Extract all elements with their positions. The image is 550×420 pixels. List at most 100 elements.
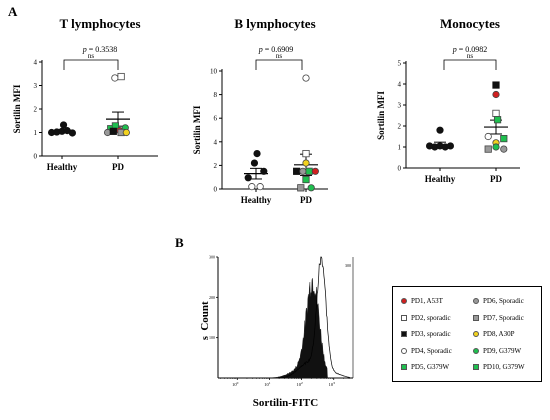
data-point-circle [299, 167, 307, 175]
p-symbol: p [452, 45, 459, 54]
histogram-filled [218, 278, 353, 379]
legend-swatch-circle [401, 298, 407, 304]
data-point-square [117, 72, 125, 81]
data-point-square [492, 109, 500, 117]
data-point-circle [484, 132, 492, 141]
legend-label: PD9, G379W [483, 346, 522, 355]
x-category-label: PD [112, 162, 124, 172]
data-point-square [500, 134, 508, 143]
y-axis-label: Sortilin MFI [12, 84, 22, 133]
significance-label: ns [88, 52, 95, 60]
y-tick-label: 2 [34, 106, 38, 114]
legend-label: PD3, sporadic [411, 330, 451, 338]
data-point-square [493, 116, 502, 124]
x-axis-label: Sortilin-FITC [253, 397, 318, 409]
y-tick-label: 4 [398, 81, 402, 89]
data-point-circle [260, 167, 268, 175]
x-tick-label: 102 [296, 381, 303, 387]
legend-label: PD1, A53T [411, 297, 443, 305]
x-tick-exponent: 1 [269, 381, 271, 385]
y-axis-label: Count [199, 301, 211, 331]
significance-label: ns [276, 52, 283, 60]
data-point-circle [436, 126, 444, 134]
data-point-circle [492, 90, 500, 99]
y-tick-label: 200 [209, 295, 215, 300]
data-point-circle [122, 128, 130, 137]
data-point-square [302, 149, 310, 158]
y-axis-label-secondary: s [200, 336, 211, 340]
legend-label: PD7, Sporadic [483, 313, 524, 322]
data-point-circle [500, 145, 508, 153]
x-tick-exponent: 0 [237, 381, 239, 385]
y-tick-label: 4 [34, 59, 38, 67]
x-category-label: Healthy [425, 174, 456, 184]
y-tick-label: 4 [214, 138, 218, 146]
x-tick-base: 10 [296, 382, 301, 387]
dot-plot-2: Monocytes p = 0.0982 0 1 2 3 4 5 Sortilin MFI Hea… [376, 16, 520, 184]
legend-label: PD2, sporadic [411, 313, 451, 322]
legend-label: PD6, Sporadic [483, 297, 524, 305]
legend-label: PD4, Sporadic [411, 346, 452, 355]
p-value: = 0.0982 [459, 45, 488, 54]
legend-swatch-circle [473, 298, 479, 304]
data-point-circle [302, 159, 310, 167]
p-value-label: p = 0.3538 [82, 45, 118, 54]
data-point-square [109, 127, 117, 135]
y-tick-label-right: 300 [345, 263, 351, 268]
legend-swatch-square [473, 364, 479, 370]
y-tick-label: 1 [398, 144, 402, 152]
data-point-circle [302, 74, 310, 82]
legend: PD1, A53T PD2, sporadic PD3, sporadic PD4, … [392, 286, 542, 382]
panel-label-b: B [175, 235, 184, 250]
x-category-label: Healthy [47, 162, 78, 172]
x-tick-base: 10 [232, 382, 237, 387]
legend-swatch-circle [473, 347, 479, 354]
y-tick-label: 8 [214, 91, 218, 99]
data-point-circle [492, 143, 500, 151]
y-tick-label: 2 [214, 162, 218, 170]
significance-bracket [443, 59, 497, 70]
dot-plot-0: T lymphocytes p = 0.3538 0 1 2 3 4 Sortilin MFI… [12, 16, 158, 172]
p-value: = 0.6909 [265, 45, 294, 54]
x-tick-label: 100 [232, 381, 239, 387]
data-point-circle [250, 159, 259, 167]
data-point-square [305, 167, 313, 175]
y-tick-label: 2 [398, 123, 402, 131]
data-point-circle [248, 183, 256, 191]
dot-plot-1: B lymphocytes p = 0.6909 0 2 4 6 8 10 Sortilin M… [192, 16, 328, 205]
y-tick-label: 3 [398, 102, 402, 110]
y-tick-label: 0 [214, 186, 218, 194]
x-category-label: Healthy [241, 195, 272, 205]
chart-title: T lymphocytes [59, 16, 140, 31]
legend-label: PD8, A30P [483, 330, 515, 338]
chart-title: Monocytes [440, 16, 500, 31]
data-point-circle [253, 150, 261, 158]
data-point-square [484, 145, 492, 153]
p-value-label: p = 0.0982 [452, 45, 488, 54]
y-tick-label: 0 [34, 153, 38, 161]
p-value-label: p = 0.6909 [258, 45, 294, 54]
y-tick-label: 6 [214, 115, 218, 123]
significance-label: ns [467, 52, 474, 60]
p-symbol: p [82, 45, 89, 54]
y-tick-label: 0 [398, 165, 402, 173]
legend-swatch-square [473, 314, 479, 321]
data-point-square [302, 175, 310, 184]
y-tick-label: 100 [209, 335, 215, 340]
p-symbol: p [258, 45, 265, 54]
legend-swatch-square [401, 331, 407, 337]
y-tick-label: 5 [398, 60, 402, 68]
y-tick-label: 300 [209, 255, 215, 260]
data-point-circle [256, 183, 264, 191]
x-tick-exponent: 2 [301, 381, 303, 385]
legend-swatch-circle [473, 331, 479, 337]
data-point-square [492, 81, 500, 89]
y-tick-label: 10 [210, 68, 218, 76]
data-point-circle [59, 121, 68, 129]
p-value: = 0.3538 [89, 45, 118, 54]
y-tick-label: 1 [34, 129, 38, 137]
x-tick-base: 10 [329, 382, 334, 387]
legend-label: PD10, G379W [483, 363, 525, 371]
